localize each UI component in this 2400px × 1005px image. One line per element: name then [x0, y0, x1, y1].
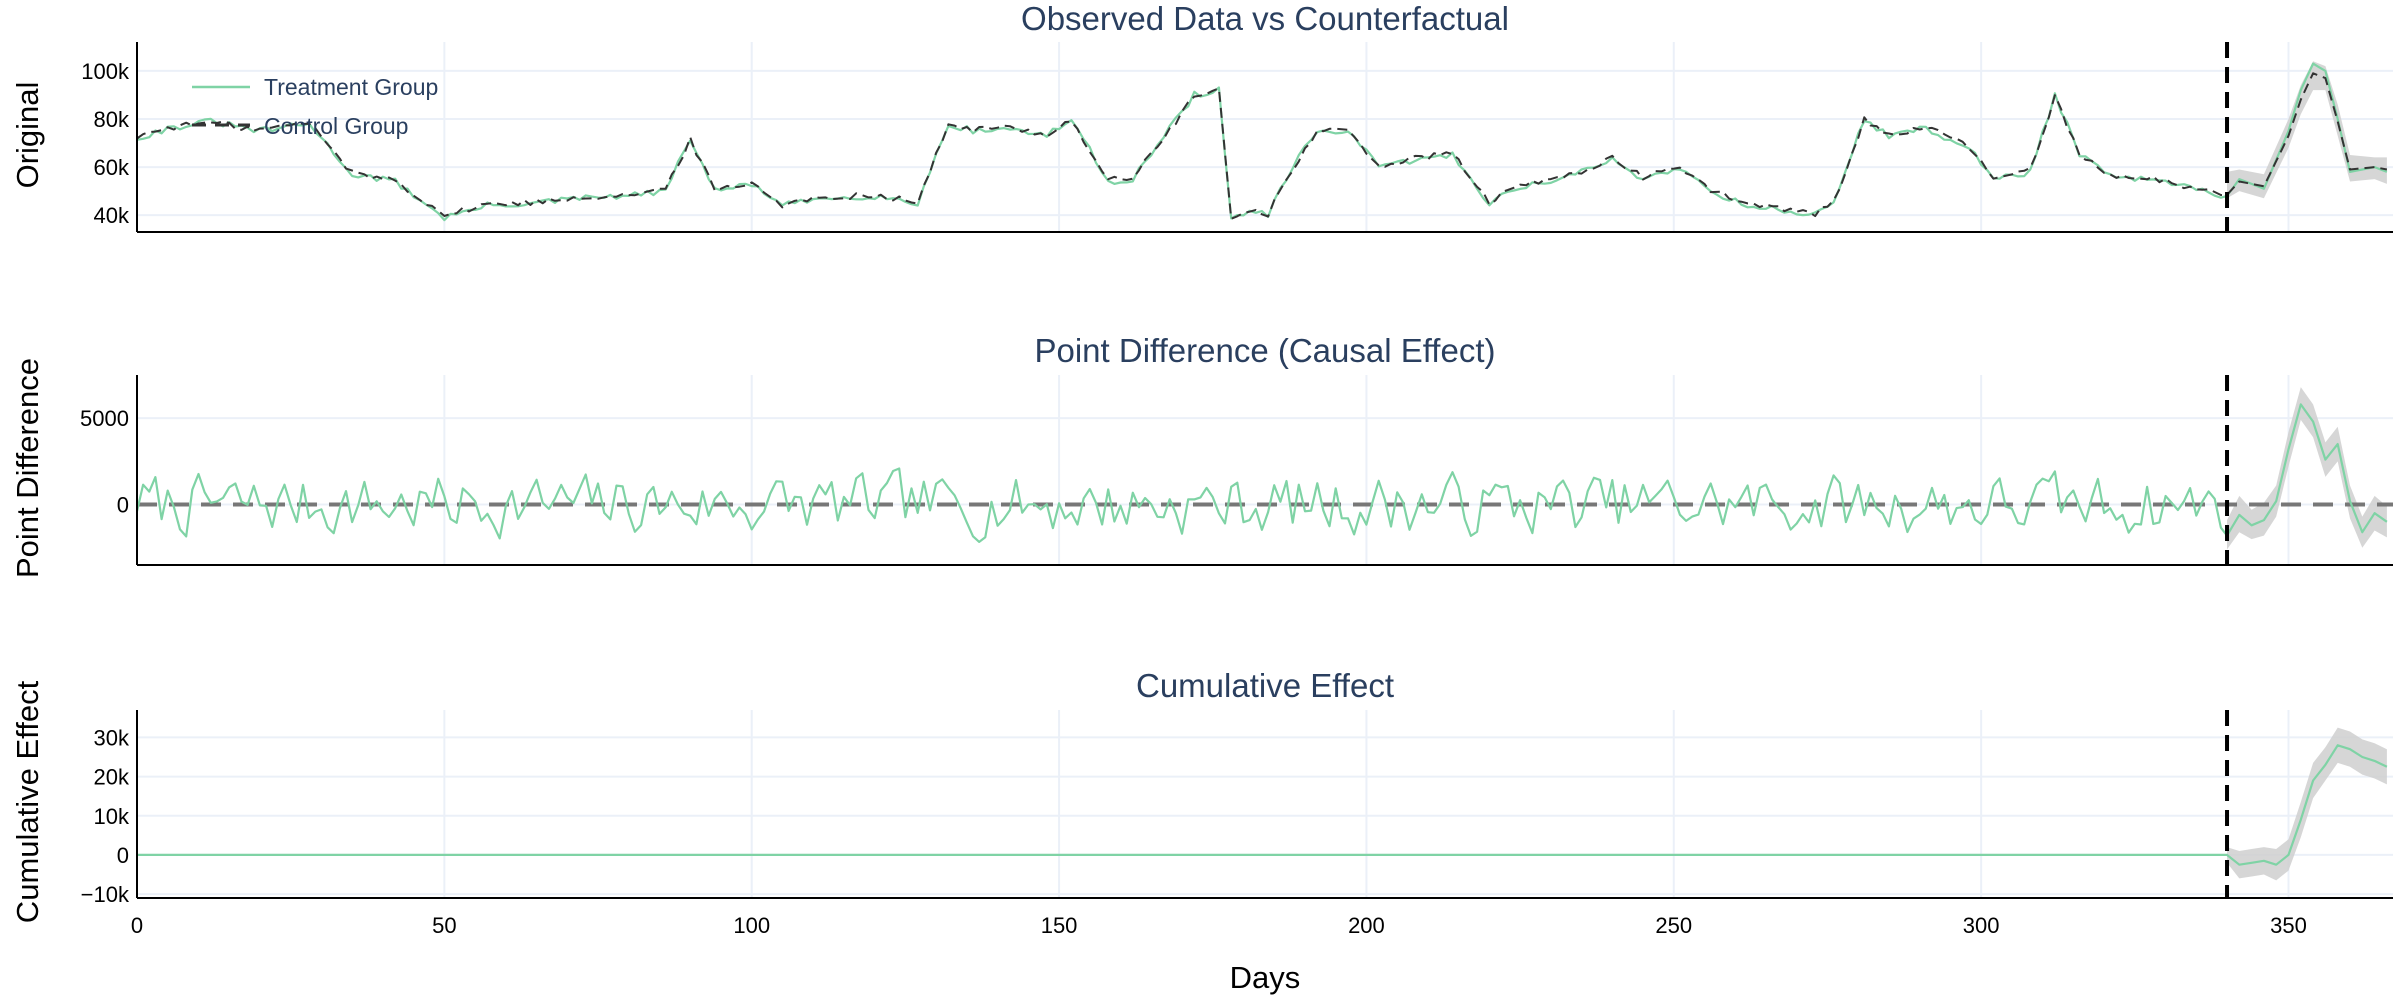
y-tick-label: 0 — [117, 493, 129, 518]
y-tick-label: 60k — [94, 155, 130, 180]
legend-label-control: Control Group — [264, 113, 408, 139]
panel-point-difference: Point Difference (Causal Effect) Point D… — [10, 332, 2393, 578]
grid-lines — [136, 375, 2393, 565]
y-tick-label: −10k — [81, 882, 130, 907]
panel-observed: Observed Data vs Counterfactual Original… — [10, 0, 2393, 233]
series-lines — [135, 403, 2388, 543]
confidence-band-area — [2227, 61, 2387, 199]
series-line-secondary — [136, 72, 2388, 220]
panel-cumulative-effect: Cumulative Effect Cumulative Effect −10k… — [10, 667, 2393, 938]
y-axis-label: Original — [10, 82, 45, 189]
x-tick-label: 250 — [1655, 913, 1692, 938]
axes — [136, 42, 2393, 233]
panel-title: Cumulative Effect — [1136, 667, 1394, 704]
axes — [136, 710, 2393, 899]
x-axis-label: Days — [1230, 960, 1301, 995]
y-axis-label: Point Difference — [10, 358, 45, 578]
y-tick-label: 80k — [94, 107, 130, 132]
confidence-band — [2227, 61, 2387, 199]
y-axis-label: Cumulative Effect — [10, 680, 45, 923]
grid-lines — [136, 710, 2393, 898]
confidence-band-area — [2227, 727, 2387, 881]
confidence-band-area — [2227, 387, 2387, 550]
x-tick-label: 350 — [2270, 913, 2307, 938]
series-line-primary — [137, 744, 2388, 866]
x-tick-label: 0 — [131, 913, 143, 938]
series-lines — [137, 744, 2388, 866]
series-line-primary — [135, 403, 2388, 543]
x-tick-label: 50 — [432, 913, 456, 938]
x-tick-label: 100 — [733, 913, 770, 938]
y-tick-label: 0 — [117, 843, 129, 868]
x-tick-label: 300 — [1963, 913, 2000, 938]
series-line-primary — [136, 62, 2388, 222]
legend: Treatment Group Control Group — [192, 74, 438, 139]
panel-title: Point Difference (Causal Effect) — [1034, 332, 1495, 369]
y-tick-label: 40k — [94, 203, 130, 228]
y-tick-label: 100k — [81, 59, 130, 84]
y-tick-label: 30k — [94, 725, 130, 750]
tick-labels: 0 5000 — [80, 406, 129, 517]
x-tick-label: 200 — [1348, 913, 1385, 938]
series-lines — [136, 62, 2388, 222]
panel-title: Observed Data vs Counterfactual — [1021, 0, 1509, 37]
y-tick-label: 5000 — [80, 406, 129, 431]
grid-lines — [136, 42, 2393, 232]
legend-label-treatment: Treatment Group — [264, 74, 438, 100]
confidence-band — [2227, 387, 2387, 550]
axes — [136, 375, 2393, 566]
confidence-band — [2227, 727, 2387, 881]
x-tick-label: 150 — [1041, 913, 1078, 938]
tick-labels: 40k 60k 80k 100k — [81, 59, 130, 228]
y-tick-label: 10k — [94, 804, 130, 829]
y-tick-label: 20k — [94, 765, 130, 790]
